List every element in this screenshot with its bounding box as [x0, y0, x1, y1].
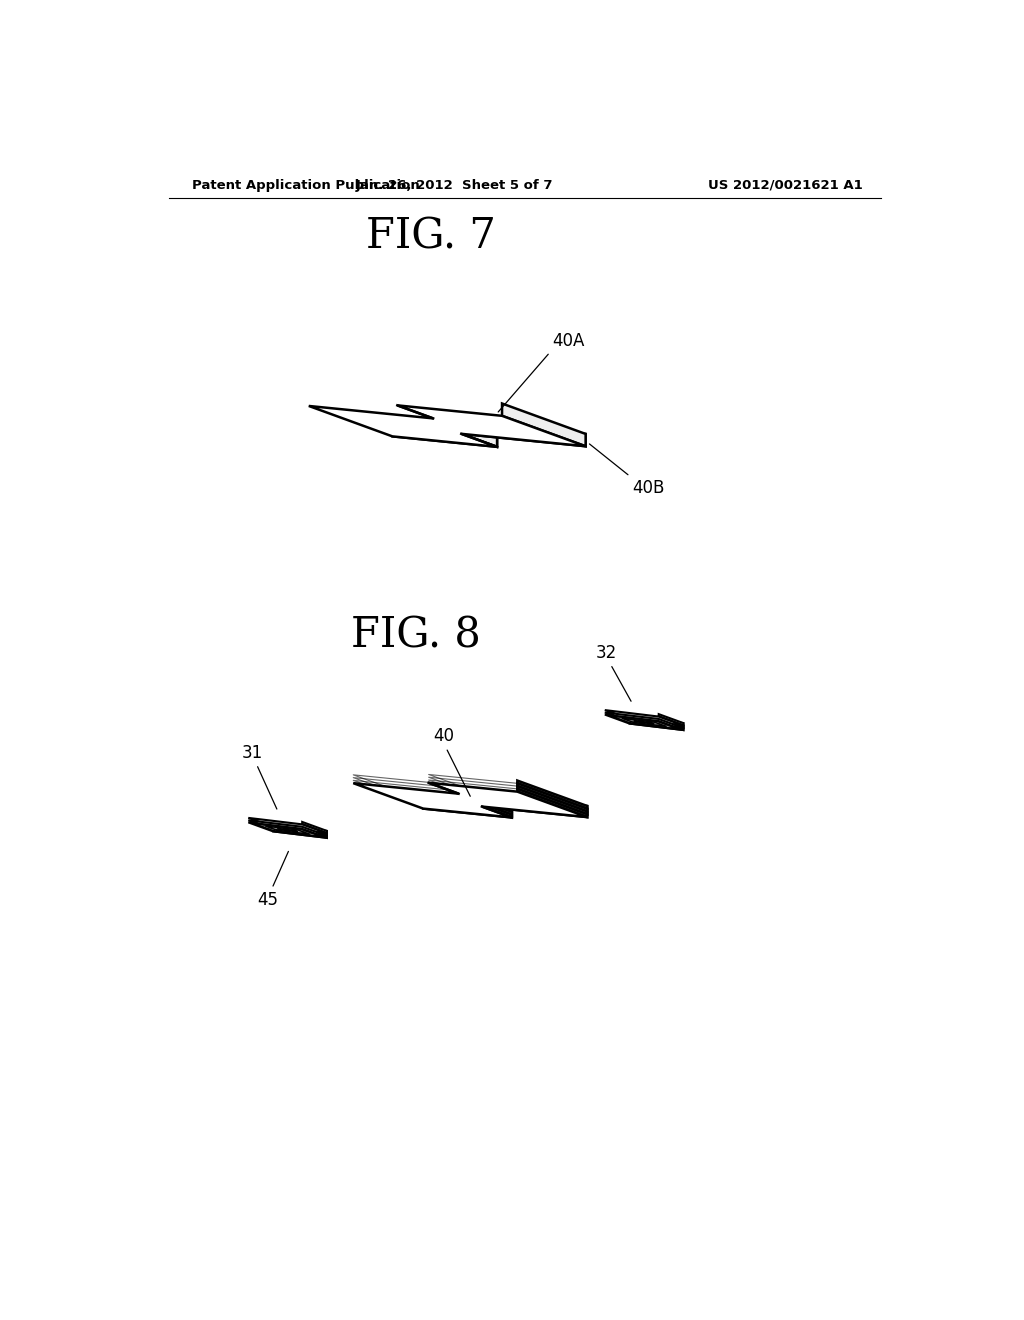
Polygon shape: [517, 787, 587, 814]
Polygon shape: [309, 405, 586, 447]
Polygon shape: [517, 780, 587, 809]
Text: 31: 31: [242, 744, 263, 762]
Polygon shape: [302, 826, 327, 838]
Polygon shape: [482, 801, 512, 814]
Polygon shape: [302, 822, 327, 833]
Polygon shape: [658, 719, 683, 730]
Text: Jan. 26, 2012  Sheet 5 of 7: Jan. 26, 2012 Sheet 5 of 7: [355, 178, 553, 191]
Polygon shape: [517, 783, 587, 812]
Polygon shape: [658, 714, 683, 726]
Polygon shape: [302, 825, 327, 836]
Polygon shape: [605, 714, 683, 730]
Polygon shape: [423, 805, 512, 817]
Text: 40B: 40B: [632, 479, 665, 496]
Polygon shape: [482, 796, 587, 809]
Polygon shape: [423, 800, 512, 812]
Polygon shape: [273, 829, 327, 838]
Polygon shape: [248, 822, 327, 838]
Polygon shape: [517, 789, 587, 817]
Text: FIG. 8: FIG. 8: [350, 615, 480, 657]
Polygon shape: [658, 717, 683, 727]
Polygon shape: [482, 796, 512, 809]
Polygon shape: [502, 404, 586, 446]
Polygon shape: [630, 717, 683, 726]
Text: US 2012/0021621 A1: US 2012/0021621 A1: [708, 178, 863, 191]
Polygon shape: [482, 804, 587, 817]
Polygon shape: [273, 825, 327, 833]
Polygon shape: [605, 713, 683, 727]
Polygon shape: [630, 719, 683, 727]
Text: 40A: 40A: [552, 333, 585, 350]
Polygon shape: [605, 710, 683, 726]
Polygon shape: [423, 803, 512, 814]
Polygon shape: [423, 797, 512, 809]
Polygon shape: [273, 826, 327, 836]
Polygon shape: [482, 804, 512, 817]
Polygon shape: [482, 801, 587, 814]
Polygon shape: [353, 783, 587, 817]
Polygon shape: [461, 421, 497, 447]
Text: FIG. 7: FIG. 7: [366, 216, 496, 257]
Polygon shape: [461, 421, 586, 446]
Text: 45: 45: [257, 891, 279, 909]
Text: Patent Application Publication: Patent Application Publication: [193, 178, 420, 191]
Text: 32: 32: [596, 644, 617, 663]
Polygon shape: [482, 799, 587, 812]
Text: 40: 40: [433, 727, 454, 744]
Polygon shape: [630, 722, 683, 730]
Polygon shape: [248, 820, 327, 836]
Polygon shape: [482, 799, 512, 812]
Polygon shape: [392, 424, 497, 447]
Polygon shape: [248, 818, 327, 833]
